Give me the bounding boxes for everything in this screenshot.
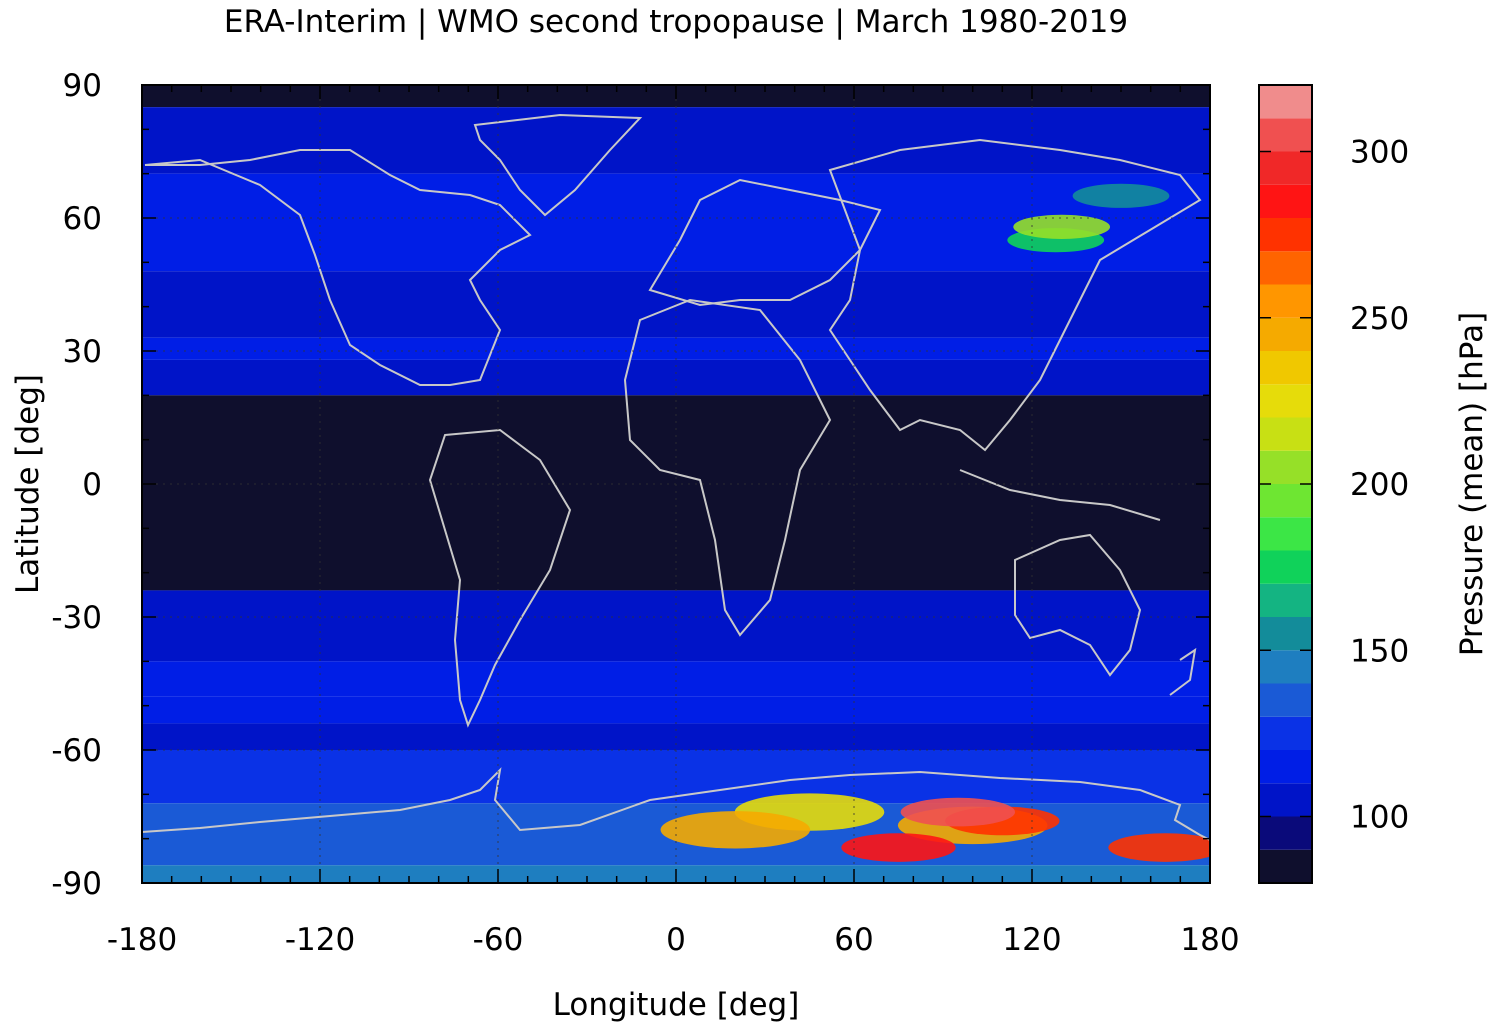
x-tick-label: -180: [107, 922, 177, 958]
hotspot-6: [1108, 833, 1210, 862]
hotspot-1: [841, 833, 956, 862]
colorbar-swatch: [1259, 716, 1312, 750]
y-tick-label: 0: [82, 467, 102, 503]
x-tick-label: 180: [1180, 922, 1239, 958]
colorbar-swatch: [1259, 583, 1312, 617]
coastlines: [142, 113, 1210, 841]
colorbar-swatch: [1259, 384, 1312, 418]
colorbar-swatch: [1259, 450, 1312, 484]
coastline-indonesia: [959, 469, 1161, 521]
y-tick-label: -60: [51, 733, 102, 769]
colorbar-swatch: [1259, 683, 1312, 717]
chart-title: ERA-Interim | WMO second tropopause | Ma…: [224, 4, 1128, 40]
pressure-band-10: [142, 696, 1210, 724]
coastline-africa: [623, 298, 832, 637]
colorbar-tick-label: 100: [1350, 800, 1409, 836]
colorbar-swatch: [1259, 417, 1312, 451]
hotspot-9: [1072, 183, 1170, 208]
colorbar-tick-label: 200: [1350, 467, 1409, 503]
x-tick-label: 0: [666, 922, 686, 958]
y-tick-label: -90: [51, 866, 102, 902]
pressure-hotspots: [660, 183, 1210, 862]
colorbar-swatch: [1259, 184, 1312, 218]
grid-lines: [142, 85, 1210, 883]
x-tick-label: 60: [834, 922, 873, 958]
colorbar-swatch: [1259, 284, 1312, 318]
colorbar-swatch: [1259, 517, 1312, 551]
colorbar-swatch: [1259, 351, 1312, 385]
x-tick-label: -60: [473, 922, 524, 958]
colorbar-tick-label: 250: [1350, 301, 1409, 337]
y-tick-label: -30: [51, 600, 102, 636]
coastline-antarctica: [142, 767, 1210, 841]
colorbar-swatch: [1259, 151, 1312, 185]
colorbar-label: Pressure (mean) [hPa]: [1454, 312, 1490, 656]
coastline-australia: [1014, 533, 1142, 677]
coastline-europe: [648, 178, 882, 307]
colorbar-swatch: [1259, 849, 1312, 883]
colorbar-swatch: [1259, 85, 1312, 119]
colorbar-swatch: [1259, 783, 1312, 817]
colorbar-swatch: [1259, 251, 1312, 285]
x-axis-label: Longitude [deg]: [553, 987, 800, 1023]
hotspot-3: [900, 797, 1016, 827]
coastline-north-america: [144, 149, 532, 386]
y-axis: 90 60 30 0 -30 -60 -90: [51, 68, 1210, 902]
colorbar: 100 150 200 250 300: [1258, 84, 1409, 884]
colorbar-swatch: [1259, 617, 1312, 651]
coastline-greenland: [473, 113, 643, 217]
coastline-new-zealand: [1169, 647, 1197, 696]
colorbar-swatch: [1259, 317, 1312, 351]
y-tick-label: 90: [63, 68, 102, 104]
hotspot-5: [660, 811, 811, 849]
x-tick-label: 120: [1002, 922, 1061, 958]
colorbar-tick-label: 150: [1350, 633, 1409, 669]
plot-area: [142, 85, 1210, 883]
x-tick-label: -120: [285, 922, 355, 958]
y-tick-label: 60: [63, 201, 102, 237]
colorbar-swatch: [1259, 550, 1312, 584]
y-tick-label: 30: [63, 334, 102, 370]
colorbar-swatch: [1259, 218, 1312, 252]
colorbar-swatch: [1259, 816, 1312, 850]
colorbar-tick-label: 300: [1350, 135, 1409, 171]
colorbar-swatch: [1259, 118, 1312, 152]
pressure-band-4: [142, 337, 1210, 360]
x-axis: -180 -120 -60 0 60 120 180: [107, 85, 1240, 958]
coastline-asia: [828, 138, 1202, 452]
colorbar-swatch: [1259, 650, 1312, 684]
colorbar-swatch: [1259, 750, 1312, 784]
hotspot-8: [1013, 214, 1111, 239]
coastline-south-america: [428, 428, 572, 728]
y-axis-label: Latitude [deg]: [10, 374, 46, 594]
colorbar-swatch: [1259, 484, 1312, 518]
